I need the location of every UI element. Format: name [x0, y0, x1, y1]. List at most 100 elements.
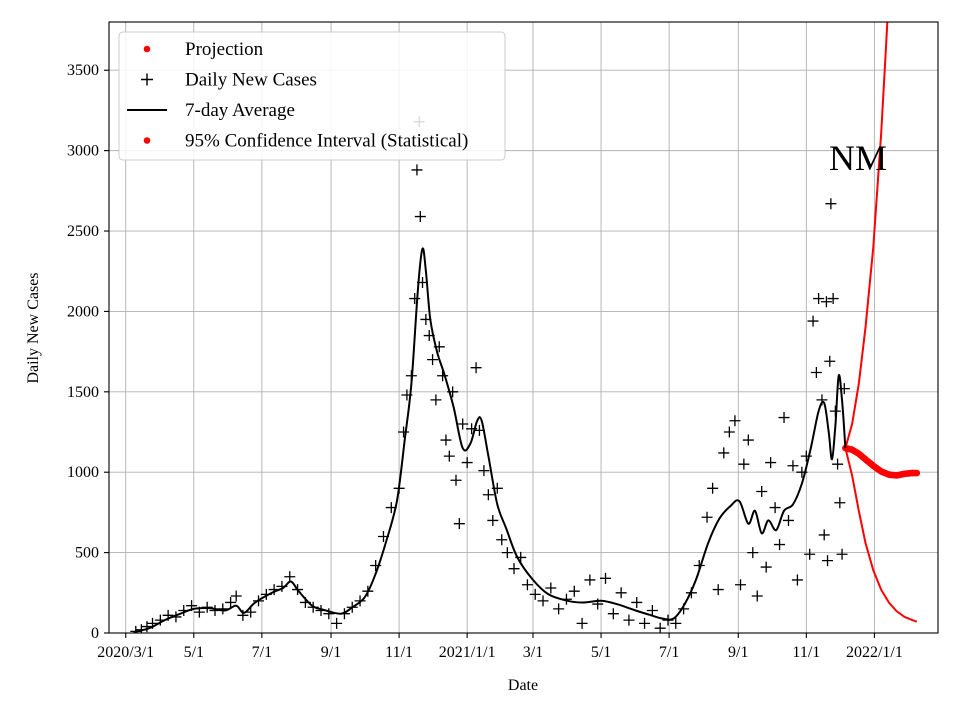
daily-case-point: [774, 539, 786, 551]
daily-case-point: [820, 296, 832, 308]
daily-case-point: [237, 609, 249, 621]
daily-case-point: [130, 625, 142, 633]
daily-case-point: [466, 423, 478, 435]
daily-case-point: [338, 608, 350, 620]
daily-case-point: [487, 514, 499, 526]
x-tick-label: 2021/1/1: [439, 644, 496, 661]
daily-case-point: [701, 511, 713, 523]
x-tick-label: 5/1: [591, 644, 611, 661]
y-tick-label: 0: [91, 625, 99, 642]
x-tick-label: 11/1: [792, 644, 820, 661]
daily-case-point: [154, 614, 166, 626]
legend-label: Daily New Cases: [185, 70, 317, 91]
x-tick-label: 2022/1/1: [846, 644, 903, 661]
daily-case-point: [816, 394, 828, 406]
daily-case-point: [529, 588, 541, 600]
legend-dot-marker: [143, 45, 151, 53]
y-tick-label: 1500: [67, 384, 99, 401]
daily-case-point: [457, 418, 469, 430]
daily-case-point: [747, 547, 759, 559]
x-tick-label: 3/1: [523, 644, 543, 661]
daily-case-point: [576, 617, 588, 629]
daily-case-point: [377, 531, 389, 543]
daily-case-point: [810, 367, 822, 379]
daily-case-point: [427, 354, 439, 366]
daily-case-point: [829, 405, 841, 417]
daily-case-point: [385, 502, 397, 514]
daily-case-point: [607, 608, 619, 620]
daily-case-point: [135, 624, 147, 633]
daily-case-point: [315, 604, 327, 616]
daily-case-point: [284, 571, 296, 583]
daily-case-point: [742, 434, 754, 446]
axes-layer: 2020/3/1 5/1 7/1 9/1 11/1 2021/1/1 3/1 5/1 7/1 9/…: [67, 21, 939, 661]
daily-case-point: [508, 563, 520, 575]
confidence-band-layer: [844, 22, 918, 623]
daily-case-point: [654, 622, 666, 633]
daily-case-point: [769, 502, 781, 514]
daily-case-point: [560, 593, 572, 605]
daily-case-point: [409, 293, 421, 305]
daily-case-point: [186, 600, 198, 612]
daily-case-point: [623, 614, 635, 626]
daily-case-point: [735, 579, 747, 591]
daily-case-point: [729, 415, 741, 427]
daily-case-point: [209, 604, 221, 616]
daily-case-point: [639, 617, 651, 629]
legend-label: 7-day Average: [185, 100, 295, 121]
legend-label: 95% Confidence Interval (Statistical): [185, 131, 468, 152]
daily-case-point: [600, 572, 612, 584]
daily-case-point: [796, 466, 808, 478]
daily-case-point: [723, 426, 735, 438]
daily-case-point: [800, 450, 812, 462]
daily-case-point: [401, 389, 413, 401]
daily-case-point: [521, 579, 533, 591]
daily-case-point: [707, 482, 719, 494]
daily-case-point: [824, 355, 836, 367]
y-tick-label: 2000: [67, 303, 99, 320]
daily-case-point: [354, 595, 366, 607]
daily-case-point: [778, 412, 790, 424]
legend-plus-marker: [141, 73, 153, 86]
plot-frame: [108, 21, 939, 634]
daily-case-point: [478, 465, 490, 477]
y-tick-label: 500: [75, 545, 99, 562]
daily-case-point: [832, 458, 844, 470]
daily-case-point: [417, 276, 429, 288]
daily-case-point: [450, 474, 462, 486]
daily-case-point: [411, 164, 423, 176]
daily-case-point: [751, 590, 763, 602]
daily-case-point: [631, 596, 643, 608]
daily-case-point: [398, 426, 410, 438]
y-tick-label: 1000: [67, 464, 99, 481]
legend-box: [118, 31, 506, 161]
daily-case-point: [813, 293, 825, 305]
seven-day-average-layer: [133, 247, 847, 633]
daily-case-point: [791, 574, 803, 586]
daily-case-point: [496, 534, 508, 546]
daily-case-point: [323, 608, 335, 620]
daily-case-point: [405, 370, 417, 382]
daily-case-point: [827, 293, 839, 305]
daily-case-point: [685, 587, 697, 599]
daily-case-point: [501, 547, 513, 559]
daily-case-point: [299, 596, 311, 608]
seven-day-average-line: [133, 247, 847, 633]
daily-case-point: [712, 584, 724, 596]
daily-case-point: [738, 458, 750, 470]
daily-case-point: [420, 313, 432, 325]
x-tick-label: 7/1: [252, 644, 272, 661]
daily-case-point: [787, 460, 799, 472]
daily-case-point: [822, 555, 834, 567]
x-tick-label: 9/1: [728, 644, 748, 661]
daily-case-point: [217, 603, 229, 615]
legend: Projection Daily New Cases 7-day Average 95…: [118, 31, 506, 161]
daily-case-point: [362, 585, 374, 597]
daily-case-point: [253, 595, 265, 607]
daily-case-point: [423, 330, 435, 342]
daily-case-point: [760, 561, 772, 573]
daily-case-point: [491, 482, 503, 494]
daily-case-point: [268, 584, 280, 596]
daily-case-point: [170, 611, 182, 623]
